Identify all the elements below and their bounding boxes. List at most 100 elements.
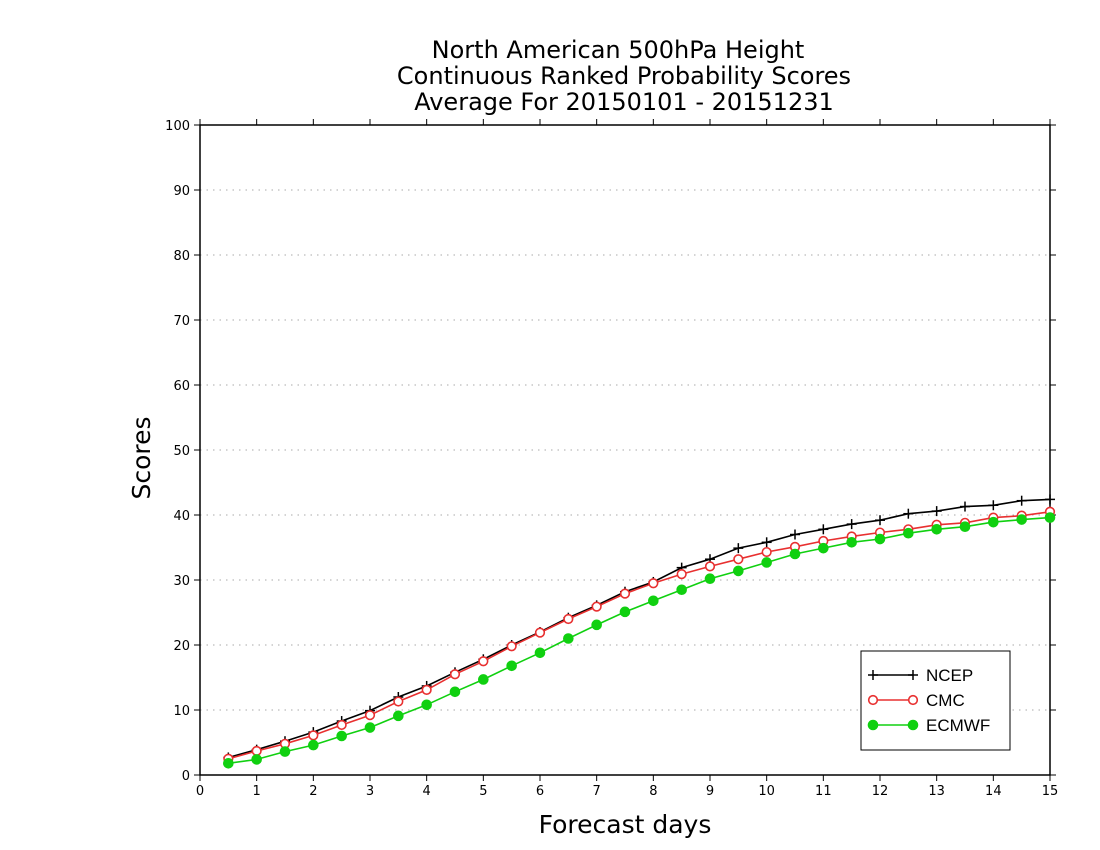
data-point-cmc xyxy=(591,601,602,612)
data-point-ecmwf xyxy=(449,686,461,698)
chart-title-line-3: Average For 20150101 - 20151231 xyxy=(414,88,834,116)
legend-label-cmc: CMC xyxy=(926,691,965,710)
y-tick-label: 80 xyxy=(173,249,190,264)
data-point-ecmwf xyxy=(223,758,234,769)
data-point-ncep xyxy=(875,515,885,526)
data-point-ecmwf xyxy=(988,516,999,528)
data-point-ncep xyxy=(1045,494,1055,505)
data-point-ecmwf xyxy=(421,699,432,711)
y-tick-label: 30 xyxy=(173,574,190,589)
data-point-ncep xyxy=(818,524,829,535)
series-ecmwf xyxy=(223,512,1056,769)
y-tick-label: 50 xyxy=(173,444,190,459)
x-tick-label: 4 xyxy=(423,784,431,799)
data-point-ecmwf xyxy=(534,647,546,659)
data-point-ncep xyxy=(1016,495,1027,506)
data-point-ncep xyxy=(761,537,772,548)
legend-marker-ncep xyxy=(868,670,878,680)
x-tick-label: 11 xyxy=(815,784,832,799)
data-point-cmc xyxy=(761,546,772,558)
x-tick-label: 9 xyxy=(706,784,714,799)
x-tick-label: 13 xyxy=(928,784,945,799)
data-point-ecmwf xyxy=(789,548,801,560)
x-tick-label: 15 xyxy=(1042,784,1059,799)
x-axis-label: Forecast days xyxy=(539,810,712,839)
y-tick-label: 60 xyxy=(173,379,190,394)
y-tick-label: 20 xyxy=(173,639,190,654)
data-point-ncep xyxy=(903,508,914,519)
data-point-ecmwf xyxy=(733,565,744,577)
data-point-cmc xyxy=(478,656,489,667)
data-point-cmc xyxy=(336,719,347,731)
data-point-ecmwf xyxy=(506,660,517,672)
series-layer xyxy=(223,494,1056,769)
y-tick-label: 100 xyxy=(165,119,190,134)
x-tick-label: 0 xyxy=(196,784,204,799)
data-point-cmc xyxy=(733,554,744,565)
data-point-cmc xyxy=(563,613,574,625)
data-point-ecmwf xyxy=(308,739,319,751)
data-point-ncep xyxy=(790,529,800,540)
data-point-ecmwf xyxy=(591,619,602,631)
data-point-ecmwf xyxy=(874,533,886,545)
data-point-ecmwf xyxy=(846,537,857,548)
x-tick-label: 12 xyxy=(872,784,889,799)
x-tick-label: 3 xyxy=(366,784,374,799)
data-point-cmc xyxy=(676,569,687,580)
data-point-ecmwf xyxy=(931,524,942,535)
data-point-cmc xyxy=(421,684,432,695)
y-tick-label: 0 xyxy=(182,769,190,784)
legend-marker-ecmwf xyxy=(907,719,919,731)
y-tick-label: 10 xyxy=(173,704,190,719)
chart-title-line-1: North American 500hPa Height xyxy=(432,36,805,64)
x-tick-label: 14 xyxy=(985,784,1002,799)
data-point-cmc xyxy=(506,641,517,652)
data-point-ncep xyxy=(960,501,970,512)
data-point-ecmwf xyxy=(1044,512,1056,523)
x-tick-label: 8 xyxy=(649,784,657,799)
data-point-ecmwf xyxy=(676,584,687,596)
data-point-cmc xyxy=(619,588,631,599)
data-point-ecmwf xyxy=(959,521,971,533)
legend-marker-ecmwf xyxy=(867,719,879,731)
data-point-cmc xyxy=(534,627,546,638)
data-point-ecmwf xyxy=(619,606,631,618)
data-point-ecmwf xyxy=(648,595,659,607)
data-point-ecmwf xyxy=(478,674,489,685)
data-point-ncep xyxy=(931,506,942,517)
x-tick-label: 10 xyxy=(758,784,775,799)
x-tick-label: 7 xyxy=(593,784,601,799)
data-point-ecmwf xyxy=(279,746,291,757)
data-point-cmc xyxy=(704,561,716,572)
data-point-cmc xyxy=(308,730,319,741)
data-point-ecmwf xyxy=(393,710,404,722)
series-cmc xyxy=(223,506,1056,764)
data-point-ecmwf xyxy=(818,542,829,554)
data-point-cmc xyxy=(648,578,659,589)
x-tick-label: 6 xyxy=(536,784,544,799)
legend-marker-cmc xyxy=(907,694,919,706)
data-point-ecmwf xyxy=(364,722,376,733)
data-point-cmc xyxy=(449,669,461,680)
y-tick-label: 40 xyxy=(173,509,190,524)
data-point-ncep xyxy=(733,543,744,554)
data-point-ecmwf xyxy=(251,754,262,765)
y-tick-label: 90 xyxy=(173,184,190,199)
y-tick-label: 70 xyxy=(173,314,190,329)
data-point-ecmwf xyxy=(704,573,716,585)
legend-marker-cmc xyxy=(867,694,879,706)
data-point-ecmwf xyxy=(563,633,574,644)
data-point-ecmwf xyxy=(1016,514,1027,525)
data-point-ncep xyxy=(988,500,999,511)
x-tick-label: 1 xyxy=(253,784,261,799)
data-point-ncep xyxy=(846,519,857,530)
legend-label-ncep: NCEP xyxy=(926,666,973,685)
y-axis-label: Scores xyxy=(127,416,156,499)
x-tick-label: 5 xyxy=(479,784,487,799)
data-point-cmc xyxy=(393,696,404,707)
legend-label-ecmwf: ECMWF xyxy=(926,716,990,735)
legend: NCEP CMC ECMWF xyxy=(860,650,1011,751)
data-point-ecmwf xyxy=(903,527,914,539)
